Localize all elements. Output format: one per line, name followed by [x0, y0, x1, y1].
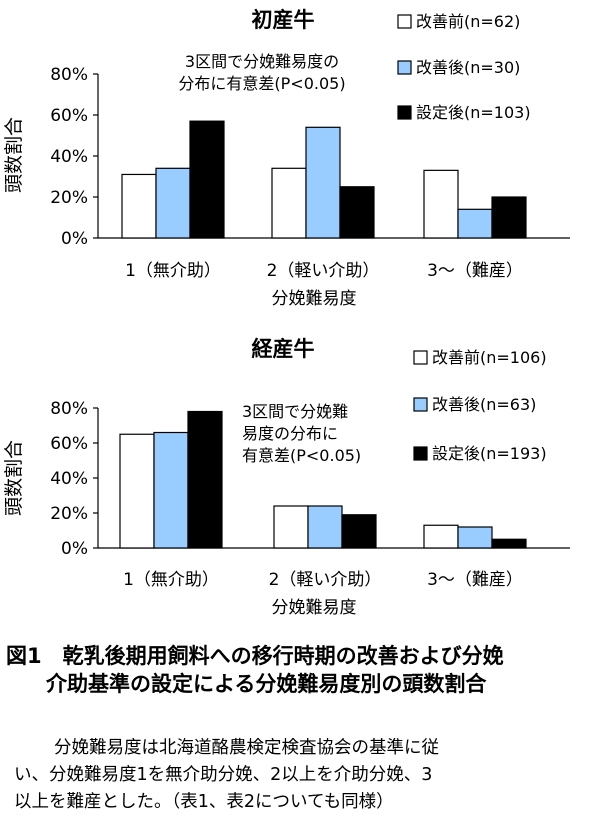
chart1-bar: [155, 167, 191, 239]
chart1-y-tick-label: 0%: [61, 229, 88, 249]
figure-charts: 初産牛 0% 20% 40% 60% 80% 頭数割合 1（無介助） 2（軽い介助） 3〜（難産）…: [3, 8, 570, 618]
caption-line-2: 介助基準の設定による分娩難易度別の頭数割合: [46, 672, 487, 696]
chart2-legend-label: 改善後(n=63): [432, 395, 536, 414]
chart2-bar: [153, 431, 189, 549]
chart1-annotation-line: 分布に有意差(P<0.05): [178, 74, 345, 93]
chart2-bar: [187, 410, 223, 549]
chart2-y-tick-label: 20%: [50, 504, 88, 524]
note-line-1: 分娩難易度は北海道酪農検定検査協会の基準に従: [54, 738, 439, 758]
chart2-bar: [423, 524, 459, 549]
chart2-y-tick-label: 0%: [61, 539, 88, 559]
chart2-annotation-line: 易度の分布に: [242, 424, 338, 443]
chart1-bar: [491, 196, 527, 239]
chart1-title: 初産牛: [252, 8, 315, 32]
chart2-bar: [491, 538, 527, 549]
chart2-bar: [273, 505, 309, 549]
chart1-bar: [305, 126, 341, 239]
chart2-bar: [341, 514, 377, 549]
chart1-y-tick-label: 40%: [50, 147, 88, 167]
chart1-y-tick-label: 80%: [50, 65, 88, 85]
chart2-legend-swatch: [413, 397, 428, 412]
chart1-legend-swatch: [397, 105, 412, 120]
chart1-bar: [339, 186, 375, 239]
chart2-x-axis-label: 分娩難易度: [272, 598, 357, 618]
chart1-bar: [423, 169, 459, 239]
chart2-bar: [457, 526, 493, 549]
chart1-bar: [457, 208, 493, 239]
chart2-annotation-line: 有意差(P<0.05): [242, 446, 361, 465]
chart2-legend-label: 設定後(n=193): [432, 444, 547, 463]
chart2-category-label: 2（軽い介助）: [269, 570, 382, 590]
chart2-y-tick-label: 80%: [50, 399, 88, 419]
chart2-y-axis-label: 頭数割合: [3, 440, 25, 516]
chart1-bar: [271, 167, 307, 239]
chart1-bar: [189, 120, 225, 239]
note-line-2: い、分娩難易度1を無介助分娩、2以上を介助分娩、3: [14, 765, 433, 785]
chart1-category-label: 1（無介助）: [125, 261, 221, 281]
chart1-bar: [121, 173, 157, 239]
chart2-annotation-line: 3区間で分娩難: [242, 402, 348, 421]
caption-line-1: 図1 乾乳後期用飼料への移行時期の改善および分娩: [6, 644, 504, 668]
figure-caption: 図1 乾乳後期用飼料への移行時期の改善および分娩 介助基準の設定による分娩難易度…: [6, 642, 594, 698]
chart2-legend-label: 改善前(n=106): [432, 348, 547, 367]
chart1-y-tick-label: 20%: [50, 188, 88, 208]
chart1-legend-swatch: [397, 14, 412, 29]
chart1-y-tick-label: 60%: [50, 106, 88, 126]
chart1-category-label: 3〜（難産）: [427, 261, 523, 281]
chart1-legend-swatch: [397, 60, 412, 75]
chart2-title: 経産牛: [252, 337, 315, 361]
chart1-legend-label: 改善後(n=30): [416, 58, 520, 77]
chart1-legend-label: 設定後(n=103): [416, 103, 531, 122]
chart2-category-label: 1（無介助）: [123, 570, 219, 590]
chart2-bar: [119, 433, 155, 549]
figure-note: 分娩難易度は北海道酪農検定検査協会の基準に従 い、分娩難易度1を無介助分娩、2以…: [14, 735, 590, 816]
chart2-y-tick-label: 40%: [50, 469, 88, 489]
chart1-legend-label: 改善前(n=62): [416, 12, 520, 31]
chart1-y-axis-label: 頭数割合: [3, 117, 25, 193]
chart1-x-axis-label: 分娩難易度: [272, 289, 357, 309]
chart1-category-label: 2（軽い介助）: [267, 261, 380, 281]
chart2-legend-swatch: [413, 446, 428, 461]
chart2-y-tick-label: 60%: [50, 434, 88, 454]
note-line-3: 以上を難産とした。（表1、表2についても同様）: [14, 792, 394, 812]
chart2-legend-swatch: [413, 350, 428, 365]
chart1-annotation-line: 3区間で分娩難易度の: [185, 52, 339, 71]
chart2-bar: [307, 505, 343, 549]
chart2-category-label: 3〜（難産）: [427, 570, 523, 590]
